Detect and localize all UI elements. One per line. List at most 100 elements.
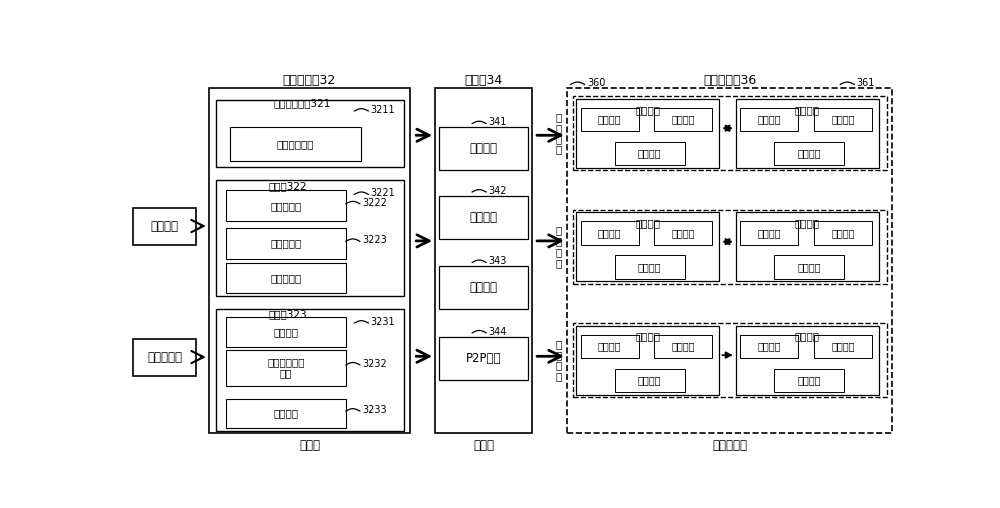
Text: 监管机构专网321: 监管机构专网321 [273, 98, 330, 108]
Text: 共识节点: 共识节点 [795, 332, 820, 342]
Text: 高速缓存: 高速缓存 [672, 228, 695, 238]
Text: 权限合约: 权限合约 [598, 341, 622, 352]
Text: 高速缓存: 高速缓存 [831, 115, 855, 124]
Bar [581, 221, 639, 245]
Text: 报税方终端: 报税方终端 [270, 273, 301, 283]
Bar [814, 221, 872, 245]
Text: 认证服务: 认证服务 [469, 142, 497, 155]
Text: 权限合约: 权限合约 [758, 115, 781, 124]
Bar [814, 335, 872, 358]
Bar [581, 335, 639, 358]
Bar [774, 256, 844, 279]
Text: 子
区
块
链: 子 区 块 链 [556, 226, 562, 268]
Text: 路由层34: 路由层34 [465, 74, 503, 87]
Bar [226, 317, 346, 346]
Bar [226, 263, 346, 293]
Text: 3232: 3232 [362, 359, 387, 369]
Text: 3222: 3222 [362, 198, 387, 208]
Text: 专用终端: 专用终端 [273, 408, 298, 418]
Bar [439, 266, 528, 309]
Text: 数据区块: 数据区块 [638, 375, 661, 386]
Text: 数据区块: 数据区块 [798, 375, 821, 386]
Bar [226, 399, 346, 428]
Text: 3233: 3233 [362, 405, 387, 415]
Text: 业务层: 业务层 [299, 438, 320, 452]
Text: 共识节点: 共识节点 [795, 105, 820, 115]
Bar [736, 99, 879, 168]
Text: 高速缓存: 高速缓存 [831, 341, 855, 352]
Text: 公有云322: 公有云322 [268, 181, 307, 191]
Text: 报销方终端: 报销方终端 [270, 239, 301, 248]
Bar [133, 208, 196, 245]
Text: 数据区块: 数据区块 [638, 149, 661, 158]
Bar [736, 326, 879, 395]
Text: 360: 360 [587, 78, 605, 88]
Text: 权限合约: 权限合约 [758, 341, 781, 352]
Bar [439, 196, 528, 239]
Text: 数据区块: 数据区块 [798, 262, 821, 272]
Text: 高速缓存: 高速缓存 [672, 115, 695, 124]
Bar [435, 88, 532, 433]
Text: 343: 343 [488, 256, 507, 266]
Text: 管理机构终端: 管理机构终端 [277, 139, 314, 149]
Bar [226, 351, 346, 386]
Bar [576, 212, 719, 281]
Text: 权限合约: 权限合约 [758, 228, 781, 238]
Bar [654, 335, 712, 358]
Bar [740, 108, 798, 132]
Bar [573, 96, 887, 171]
Text: 342: 342 [488, 186, 507, 196]
Text: 共识节点: 共识节点 [635, 332, 660, 342]
Bar [576, 99, 719, 168]
Bar [740, 221, 798, 245]
Text: 权限合约: 权限合约 [598, 228, 622, 238]
Text: 核心共识层: 核心共识层 [712, 438, 747, 452]
Text: 共识节点: 共识节点 [635, 105, 660, 115]
Text: 消费者终端: 消费者终端 [147, 351, 182, 364]
Text: 电子票据流转
终端: 电子票据流转 终端 [267, 358, 305, 378]
Bar [567, 88, 892, 433]
Bar [209, 88, 410, 433]
Bar [581, 108, 639, 132]
Bar [615, 142, 685, 166]
Bar [736, 212, 879, 281]
Text: 私有云323: 私有云323 [268, 309, 307, 320]
Text: 数据区块: 数据区块 [798, 149, 821, 158]
Text: 3211: 3211 [371, 105, 395, 115]
Text: 支付终端: 支付终端 [273, 327, 298, 337]
Text: 高速缓存: 高速缓存 [831, 228, 855, 238]
Text: 344: 344 [488, 327, 507, 337]
Text: 子
区
块
链: 子 区 块 链 [556, 112, 562, 154]
Text: P2P服务: P2P服务 [466, 352, 501, 365]
Text: 数据区块: 数据区块 [638, 262, 661, 272]
Text: 341: 341 [488, 117, 507, 128]
Text: 证书缓存: 证书缓存 [469, 211, 497, 224]
Text: 路由层: 路由层 [473, 438, 494, 452]
Bar [133, 339, 196, 376]
Bar [226, 228, 346, 259]
Text: 共识节点: 共识节点 [795, 218, 820, 228]
Bar [774, 369, 844, 392]
Bar [226, 190, 346, 221]
Bar [439, 128, 528, 171]
Bar [576, 326, 719, 395]
Text: 业务子网络32: 业务子网络32 [283, 74, 336, 87]
Bar [740, 335, 798, 358]
Text: 子
区
块
链: 子 区 块 链 [556, 339, 562, 382]
Text: 共识子网络36: 共识子网络36 [703, 74, 756, 87]
Bar [439, 337, 528, 380]
Bar [216, 309, 404, 431]
Text: 权限合约: 权限合约 [598, 115, 622, 124]
Bar [774, 142, 844, 166]
Bar [654, 108, 712, 132]
Text: 3221: 3221 [371, 188, 395, 198]
Bar [573, 323, 887, 397]
Bar [654, 221, 712, 245]
Bar [216, 100, 404, 167]
Bar [814, 108, 872, 132]
Text: 路由服务: 路由服务 [469, 281, 497, 294]
Text: 企业终端: 企业终端 [151, 220, 179, 233]
Bar [216, 180, 404, 296]
Text: 3231: 3231 [371, 317, 395, 327]
Bar [230, 128, 361, 161]
